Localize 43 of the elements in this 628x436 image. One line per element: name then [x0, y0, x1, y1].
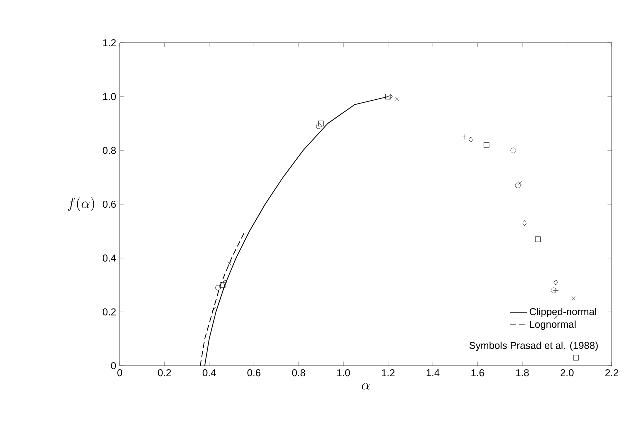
point — [554, 280, 558, 286]
y-tick-label: 0 — [111, 362, 116, 370]
x-tick-label: 0.2 — [158, 370, 172, 377]
point — [228, 262, 232, 266]
point — [212, 307, 216, 312]
y-axis-title: $f(\alpha)$ — [68, 197, 94, 212]
y-tick-label: 0.8 — [103, 147, 116, 154]
x-tick-label: 1.8 — [516, 370, 530, 377]
point — [386, 94, 392, 100]
y-tick-label: 1.0 — [103, 93, 116, 100]
y-tick-label: 0.2 — [103, 308, 116, 316]
point — [518, 180, 522, 185]
point — [318, 120, 324, 127]
x-tick-label: 2.2 — [606, 370, 618, 376]
x-tick-label: 1.0 — [337, 370, 350, 377]
point — [535, 236, 541, 242]
point — [316, 124, 322, 130]
point — [222, 280, 228, 286]
point — [484, 142, 490, 148]
x-tick-label: 2.0 — [560, 370, 574, 377]
x-tick-label: 1.2 — [382, 370, 395, 376]
x-tick-label: 0.4 — [202, 370, 216, 377]
y-tick-label: 0.6 — [103, 200, 116, 208]
y-tick-label: 0.4 — [103, 254, 116, 262]
point — [515, 182, 521, 188]
x-tick-label: 1.4 — [426, 370, 440, 376]
point — [468, 137, 474, 143]
x-tick-label: 0.8 — [292, 370, 306, 377]
point — [551, 288, 557, 294]
point — [395, 97, 400, 102]
x-axis-title: $\alpha$ — [362, 383, 370, 390]
annotation: Symbols Prasad et al. (1988) — [470, 342, 598, 352]
point — [388, 94, 393, 100]
legend-label: Lognormal — [530, 320, 576, 330]
x-tick-label: 0 — [118, 370, 122, 377]
y-tick-label: 1.2 — [103, 40, 116, 46]
x-tick-label: 0.6 — [248, 370, 261, 377]
legend-label: Clipped-normal — [530, 308, 596, 318]
point — [510, 148, 516, 154]
point — [522, 220, 527, 226]
point — [572, 296, 576, 301]
point — [573, 355, 580, 361]
x-tick-label: 1.6 — [472, 370, 484, 377]
